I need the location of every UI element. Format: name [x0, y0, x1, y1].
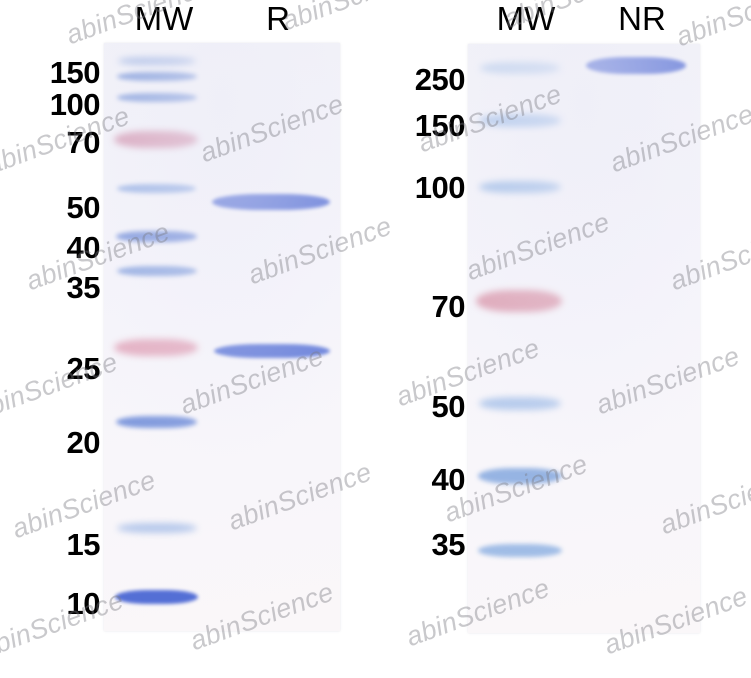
ladder-band-70-pink — [114, 131, 198, 148]
ladder-band-10 — [115, 590, 198, 604]
sample-band-r-50kda — [212, 194, 330, 210]
ladder-band-40-right — [478, 468, 562, 484]
mw-label-35-right: 35 — [431, 527, 466, 562]
ladder-band-150 — [118, 57, 196, 65]
mw-label-40: 40 — [66, 230, 101, 265]
mw-label-70-right: 70 — [431, 289, 466, 324]
mw-label-25: 25 — [66, 351, 101, 386]
ladder-band-70-blue — [117, 93, 197, 102]
ladder-band-50 — [117, 184, 196, 193]
ladder-band-35 — [117, 266, 197, 276]
sample-band-nr-250kda — [586, 57, 686, 74]
mw-label-150: 150 — [49, 55, 101, 90]
ladder-band-20 — [116, 416, 197, 428]
mw-label-20: 20 — [66, 425, 101, 460]
mw-label-50-right: 50 — [431, 389, 466, 424]
mw-label-70: 70 — [66, 125, 101, 160]
gel-panel-reducing — [104, 43, 340, 631]
mw-label-100-right: 100 — [414, 170, 466, 205]
mw-label-10: 10 — [66, 586, 101, 621]
mw-label-35: 35 — [66, 270, 101, 305]
lane-label-nr: NR — [618, 0, 666, 37]
mw-label-250-right: 250 — [414, 62, 466, 97]
ladder-band-40 — [116, 231, 197, 242]
ladder-band-100 — [117, 72, 197, 81]
ladder-band-150-right — [479, 114, 561, 127]
ladder-band-250 — [480, 62, 560, 74]
ladder-band-15 — [117, 523, 197, 533]
mw-label-40-right: 40 — [431, 462, 466, 497]
lane-label-mw-right: MW — [496, 0, 556, 37]
lane-label-r: R — [266, 0, 290, 37]
mw-label-150-right: 150 — [414, 108, 466, 143]
ladder-band-70-pink-right — [476, 290, 562, 312]
ladder-band-25-pink — [114, 339, 198, 356]
ladder-band-35-right — [478, 544, 562, 557]
ladder-band-100-right — [479, 181, 561, 193]
mw-label-100: 100 — [49, 87, 101, 122]
ladder-band-50-right — [479, 397, 561, 410]
lane-label-mw-left: MW — [134, 0, 194, 37]
sample-band-r-26kda — [214, 344, 330, 358]
gel-panel-nonreducing — [468, 44, 700, 633]
mw-label-50: 50 — [66, 190, 101, 225]
mw-label-15: 15 — [66, 527, 101, 562]
